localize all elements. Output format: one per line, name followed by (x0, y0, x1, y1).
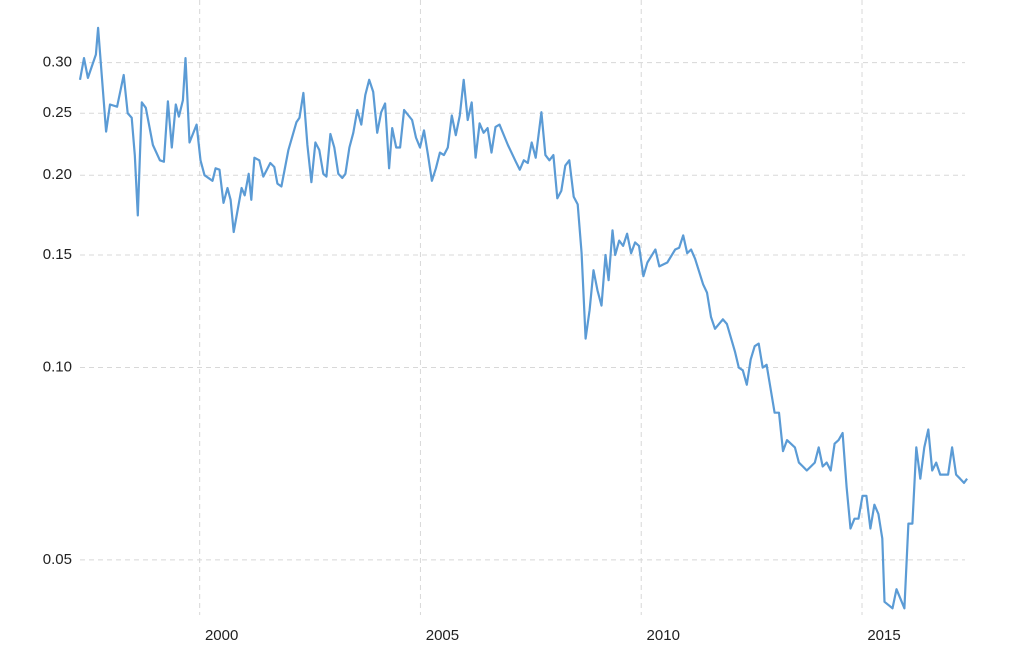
y-tick-label: 0.05 (43, 551, 72, 568)
x-tick-label: 2000 (205, 627, 238, 644)
x-tick-label: 2005 (426, 627, 459, 644)
y-tick-label: 0.10 (43, 359, 72, 376)
data-line (78, 26, 968, 610)
y-tick-label: 0.20 (43, 166, 72, 183)
y-tick-label: 0.30 (43, 54, 72, 71)
y-tick-label: 0.15 (43, 246, 72, 263)
x-tick-label: 2010 (647, 627, 680, 644)
x-tick-label: 2015 (867, 627, 900, 644)
y-tick-label: 0.25 (43, 104, 72, 121)
